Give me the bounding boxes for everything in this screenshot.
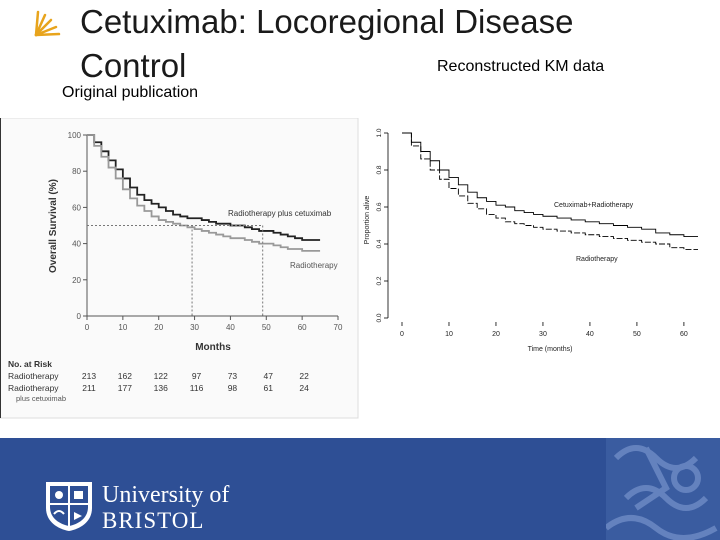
- recon-y-tick-label: 0.0: [376, 313, 383, 322]
- original-y-tick-label: 80: [72, 167, 81, 176]
- legend-radiotherapy-label: Radiotherapy: [290, 261, 338, 270]
- slide-title: Cetuximab: Locoregional Disease Control: [80, 0, 573, 88]
- recon-y-tick-label: 0.2: [376, 276, 383, 285]
- original-y-axis-label: Overall Survival (%): [48, 179, 59, 273]
- recon-x-tick-label: 30: [539, 331, 547, 338]
- recon-x-tick-label: 50: [633, 331, 641, 338]
- recon-y-tick-label: 0.6: [376, 202, 383, 211]
- risk-table-cell: 162: [118, 371, 132, 381]
- recon-y-axis-label: Proportion alive: [364, 196, 371, 245]
- original-x-tick-label: 20: [154, 323, 163, 332]
- reconstructed-label: Reconstructed KM data: [437, 58, 605, 75]
- risk-table-cell: 136: [154, 383, 168, 393]
- original-chart-frame: [0, 118, 359, 419]
- recon-x-tick-label: 0: [400, 331, 404, 338]
- original-x-tick-label: 50: [262, 323, 271, 332]
- series-line-radiotherapy: [87, 134, 321, 252]
- recon-legend-cetuximab: Cetuximab+Radiotherapy: [554, 202, 634, 209]
- recon-x-tick-label: 40: [586, 331, 594, 338]
- slide-title-line1: Cetuximab: Locoregional Disease: [80, 3, 574, 40]
- risk-table-header: No. at Risk: [8, 359, 52, 369]
- recon-y-tick-label: 0.4: [376, 239, 383, 248]
- original-y-tick-label: 60: [72, 203, 81, 212]
- recon-legend-radiotherapy: Radiotherapy: [576, 256, 618, 263]
- footer-bar: University of BRISTOL: [0, 438, 720, 540]
- risk-table-cell: 47: [264, 371, 274, 381]
- risk-table-cell: 213: [82, 371, 96, 381]
- risk-table-cell: 61: [264, 383, 274, 393]
- risk-row-2-label: Radiotherapy: [8, 383, 59, 393]
- risk-row-1-label: Radiotherapy: [8, 371, 59, 381]
- series-line-cetuximab: [87, 134, 321, 241]
- reconstructed-km-chart: 0 10 20 30 40 50 60 0.0 0.2 0.4 0.6 0.8 1.0 Time (mo…: [364, 128, 698, 353]
- risk-table-cell: 98: [228, 383, 238, 393]
- slide-title-line2: Control: [80, 47, 187, 84]
- risk-table-cell: 73: [228, 371, 238, 381]
- original-y-tick-label: 40: [72, 240, 81, 249]
- risk-table-cell: 24: [299, 383, 309, 393]
- recon-x-tick-label: 10: [445, 331, 453, 338]
- university-name-line2: BRISTOL: [102, 508, 205, 533]
- risk-table-cell: 177: [118, 383, 132, 393]
- original-x-axis-label: Months: [195, 342, 231, 353]
- original-y-tick-label: 0: [77, 312, 82, 321]
- original-x-tick-label: 60: [298, 323, 307, 332]
- recon-series-cetuximab: [402, 132, 698, 238]
- recon-x-tick-label: 60: [680, 331, 688, 338]
- risk-table-cell: 22: [299, 371, 309, 381]
- title-bullet-icon: [34, 10, 61, 37]
- original-x-tick-label: 30: [190, 323, 199, 332]
- original-x-tick-label: 0: [85, 323, 90, 332]
- recon-x-axis-label: Time (months): [528, 346, 573, 353]
- university-crest-icon: [46, 482, 92, 531]
- risk-table-cell: 211: [82, 383, 96, 393]
- risk-table-cell: 97: [192, 371, 202, 381]
- original-x-tick-label: 70: [334, 323, 343, 332]
- legend-cetuximab-label: Radiotherapy plus cetuximab: [228, 209, 332, 218]
- original-km-chart: 0 10 20 30 40 50 60 70 0 20 40 60 80 100 Months Overa…: [0, 118, 359, 419]
- university-name-line1: University of: [102, 482, 230, 508]
- original-x-tick-label: 40: [226, 323, 235, 332]
- risk-table-cell: 116: [190, 383, 204, 393]
- risk-row-2-label-extra: plus cetuximab: [16, 394, 66, 403]
- recon-y-tick-label: 1.0: [376, 128, 383, 137]
- original-x-tick-label: 10: [118, 323, 127, 332]
- original-y-tick-label: 20: [72, 276, 81, 285]
- original-y-tick-label: 100: [68, 131, 82, 140]
- footer-decorative-pattern-icon: [606, 438, 720, 540]
- risk-table-cell: 122: [154, 371, 168, 381]
- recon-series-radiotherapy: [402, 132, 698, 250]
- recon-y-tick-label: 0.8: [376, 165, 383, 174]
- recon-x-tick-label: 20: [492, 331, 500, 338]
- original-label: Original publication: [62, 84, 199, 101]
